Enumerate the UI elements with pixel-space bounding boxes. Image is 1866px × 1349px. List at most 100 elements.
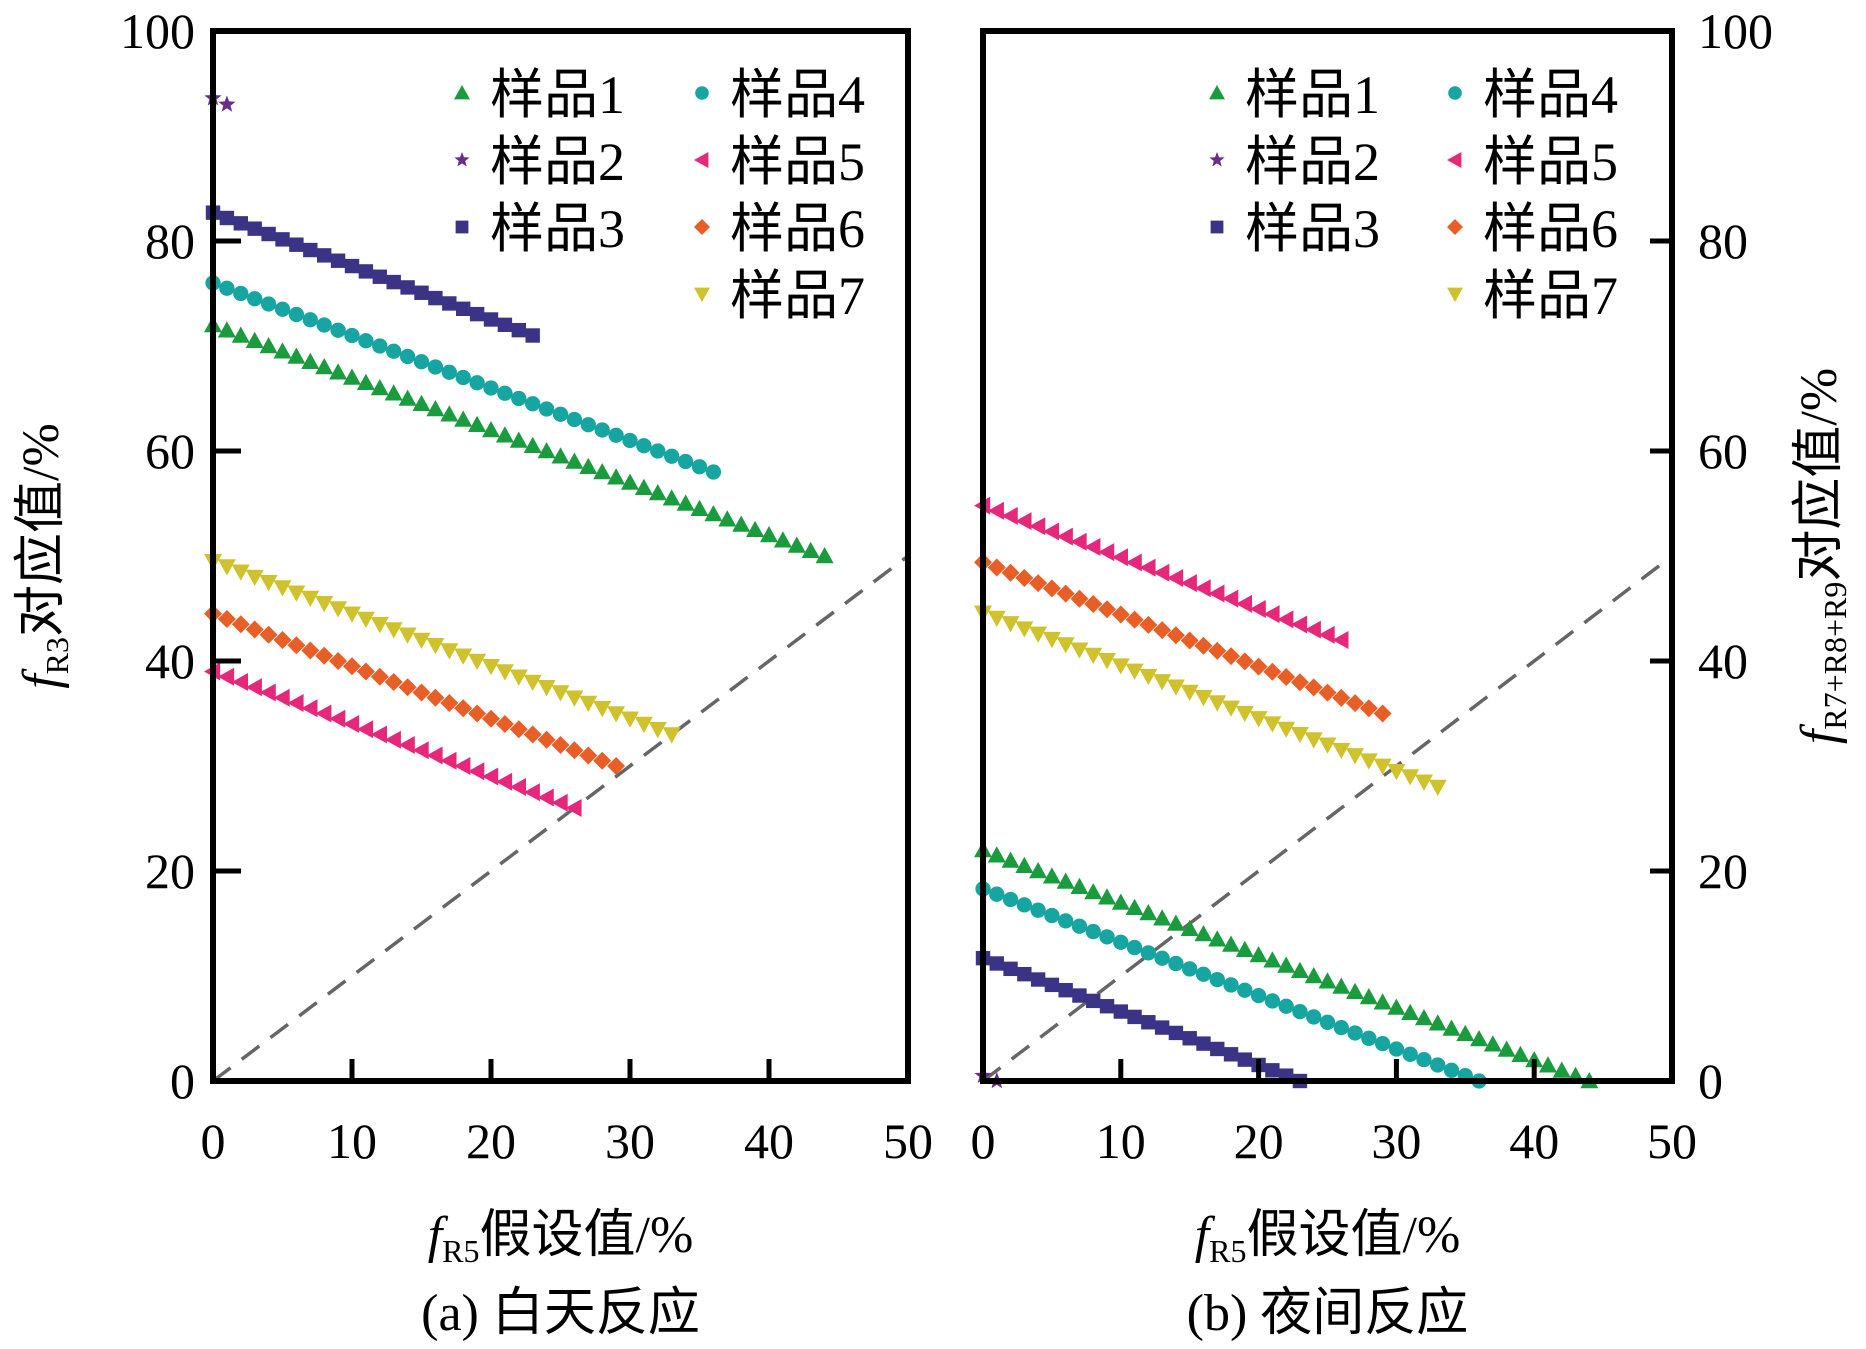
x-axis-title-sub: R5 [1209,1233,1246,1269]
data-point [1194,579,1211,598]
data-point [1374,1035,1391,1052]
data-point [301,352,320,369]
data-point [537,442,556,459]
data-point [372,338,388,354]
data-point [636,438,652,454]
y-tick-label: 60 [145,423,195,479]
data-point [1361,1030,1377,1046]
data-point [356,662,375,681]
data-point [1098,543,1115,562]
data-point [594,422,610,438]
legend-label: 样品5 [730,132,865,192]
data-point [1194,636,1213,655]
data-point [1139,615,1158,634]
data-point [1058,982,1073,998]
data-point [650,443,666,459]
data-point [469,306,485,322]
data-point [495,772,513,791]
y-tick-label: 40 [145,633,195,689]
data-point [370,379,389,396]
data-point [275,232,290,247]
data-point [1113,934,1129,950]
data-point [1373,758,1392,775]
data-point [273,342,292,359]
data-point [259,625,278,644]
reference-line-layer [981,554,1674,1083]
data-point [247,221,262,236]
data-point [398,736,415,754]
legend-item: 样品1 [1209,65,1380,125]
legend-marker-icon [455,220,469,234]
data-point [1154,950,1170,966]
x-tick-label: 20 [466,1113,516,1169]
reference-line-y-equals-x [211,554,910,1083]
data-point [1001,616,1020,633]
data-point [1042,522,1060,541]
y-tick-label: 80 [145,213,195,269]
legend-item: 样品6 [1447,199,1618,259]
data-point [1263,951,1282,968]
data-point [217,321,236,338]
y-tick-label: 60 [1698,423,1748,479]
data-point [511,322,526,338]
data-point [579,746,598,765]
x-axis-title: fR5假设值/% [428,1207,694,1269]
data-point [219,210,235,226]
data-point [245,569,264,586]
data-point [1070,589,1089,608]
data-point [440,405,459,422]
legend-item: 样品3 [455,199,625,259]
data-point [412,683,431,702]
data-point [1002,891,1019,908]
points-layer [974,496,1599,1089]
data-point [217,610,236,628]
data-point [384,384,403,401]
data-point [497,385,513,401]
data-point [607,468,626,485]
data-point [1306,1009,1322,1025]
data-point [1222,647,1241,666]
data-point [386,274,401,290]
data-point [1552,1061,1571,1078]
data-point [565,741,584,760]
data-point [1166,626,1185,645]
data-point [370,725,387,744]
data-point [1264,993,1281,1009]
data-point [593,751,612,770]
data-point [1195,966,1212,982]
data-point [344,258,360,274]
data-point [1250,987,1267,1004]
data-point [358,333,374,349]
data-point [1414,1009,1433,1026]
data-point [1111,548,1128,567]
data-point [1056,637,1075,654]
legend-item: 样品5 [694,132,865,192]
y-axis-title: fR3对应值/% [13,423,75,689]
data-point [384,622,403,639]
data-point [468,653,487,670]
data-point [1237,1052,1253,1067]
data-point [1208,930,1227,947]
data-point [621,711,639,728]
data-point [1127,1009,1142,1025]
data-point [1180,631,1199,650]
data-point [1154,1020,1170,1035]
data-point [621,473,639,490]
data-point [523,725,542,744]
data-point [343,715,360,733]
data-point [664,448,680,464]
data-point [1153,621,1172,640]
data-point [400,280,415,295]
data-point [1416,1052,1432,1068]
data-point [1277,668,1296,687]
data-point [1084,883,1103,900]
data-point [259,683,276,702]
y-tick-label: 100 [1698,3,1773,59]
data-point [1235,594,1253,613]
data-point [287,694,304,712]
data-point [509,669,528,686]
data-point [482,767,499,786]
legend-label: 样品4 [730,65,865,125]
data-point [1277,610,1294,629]
